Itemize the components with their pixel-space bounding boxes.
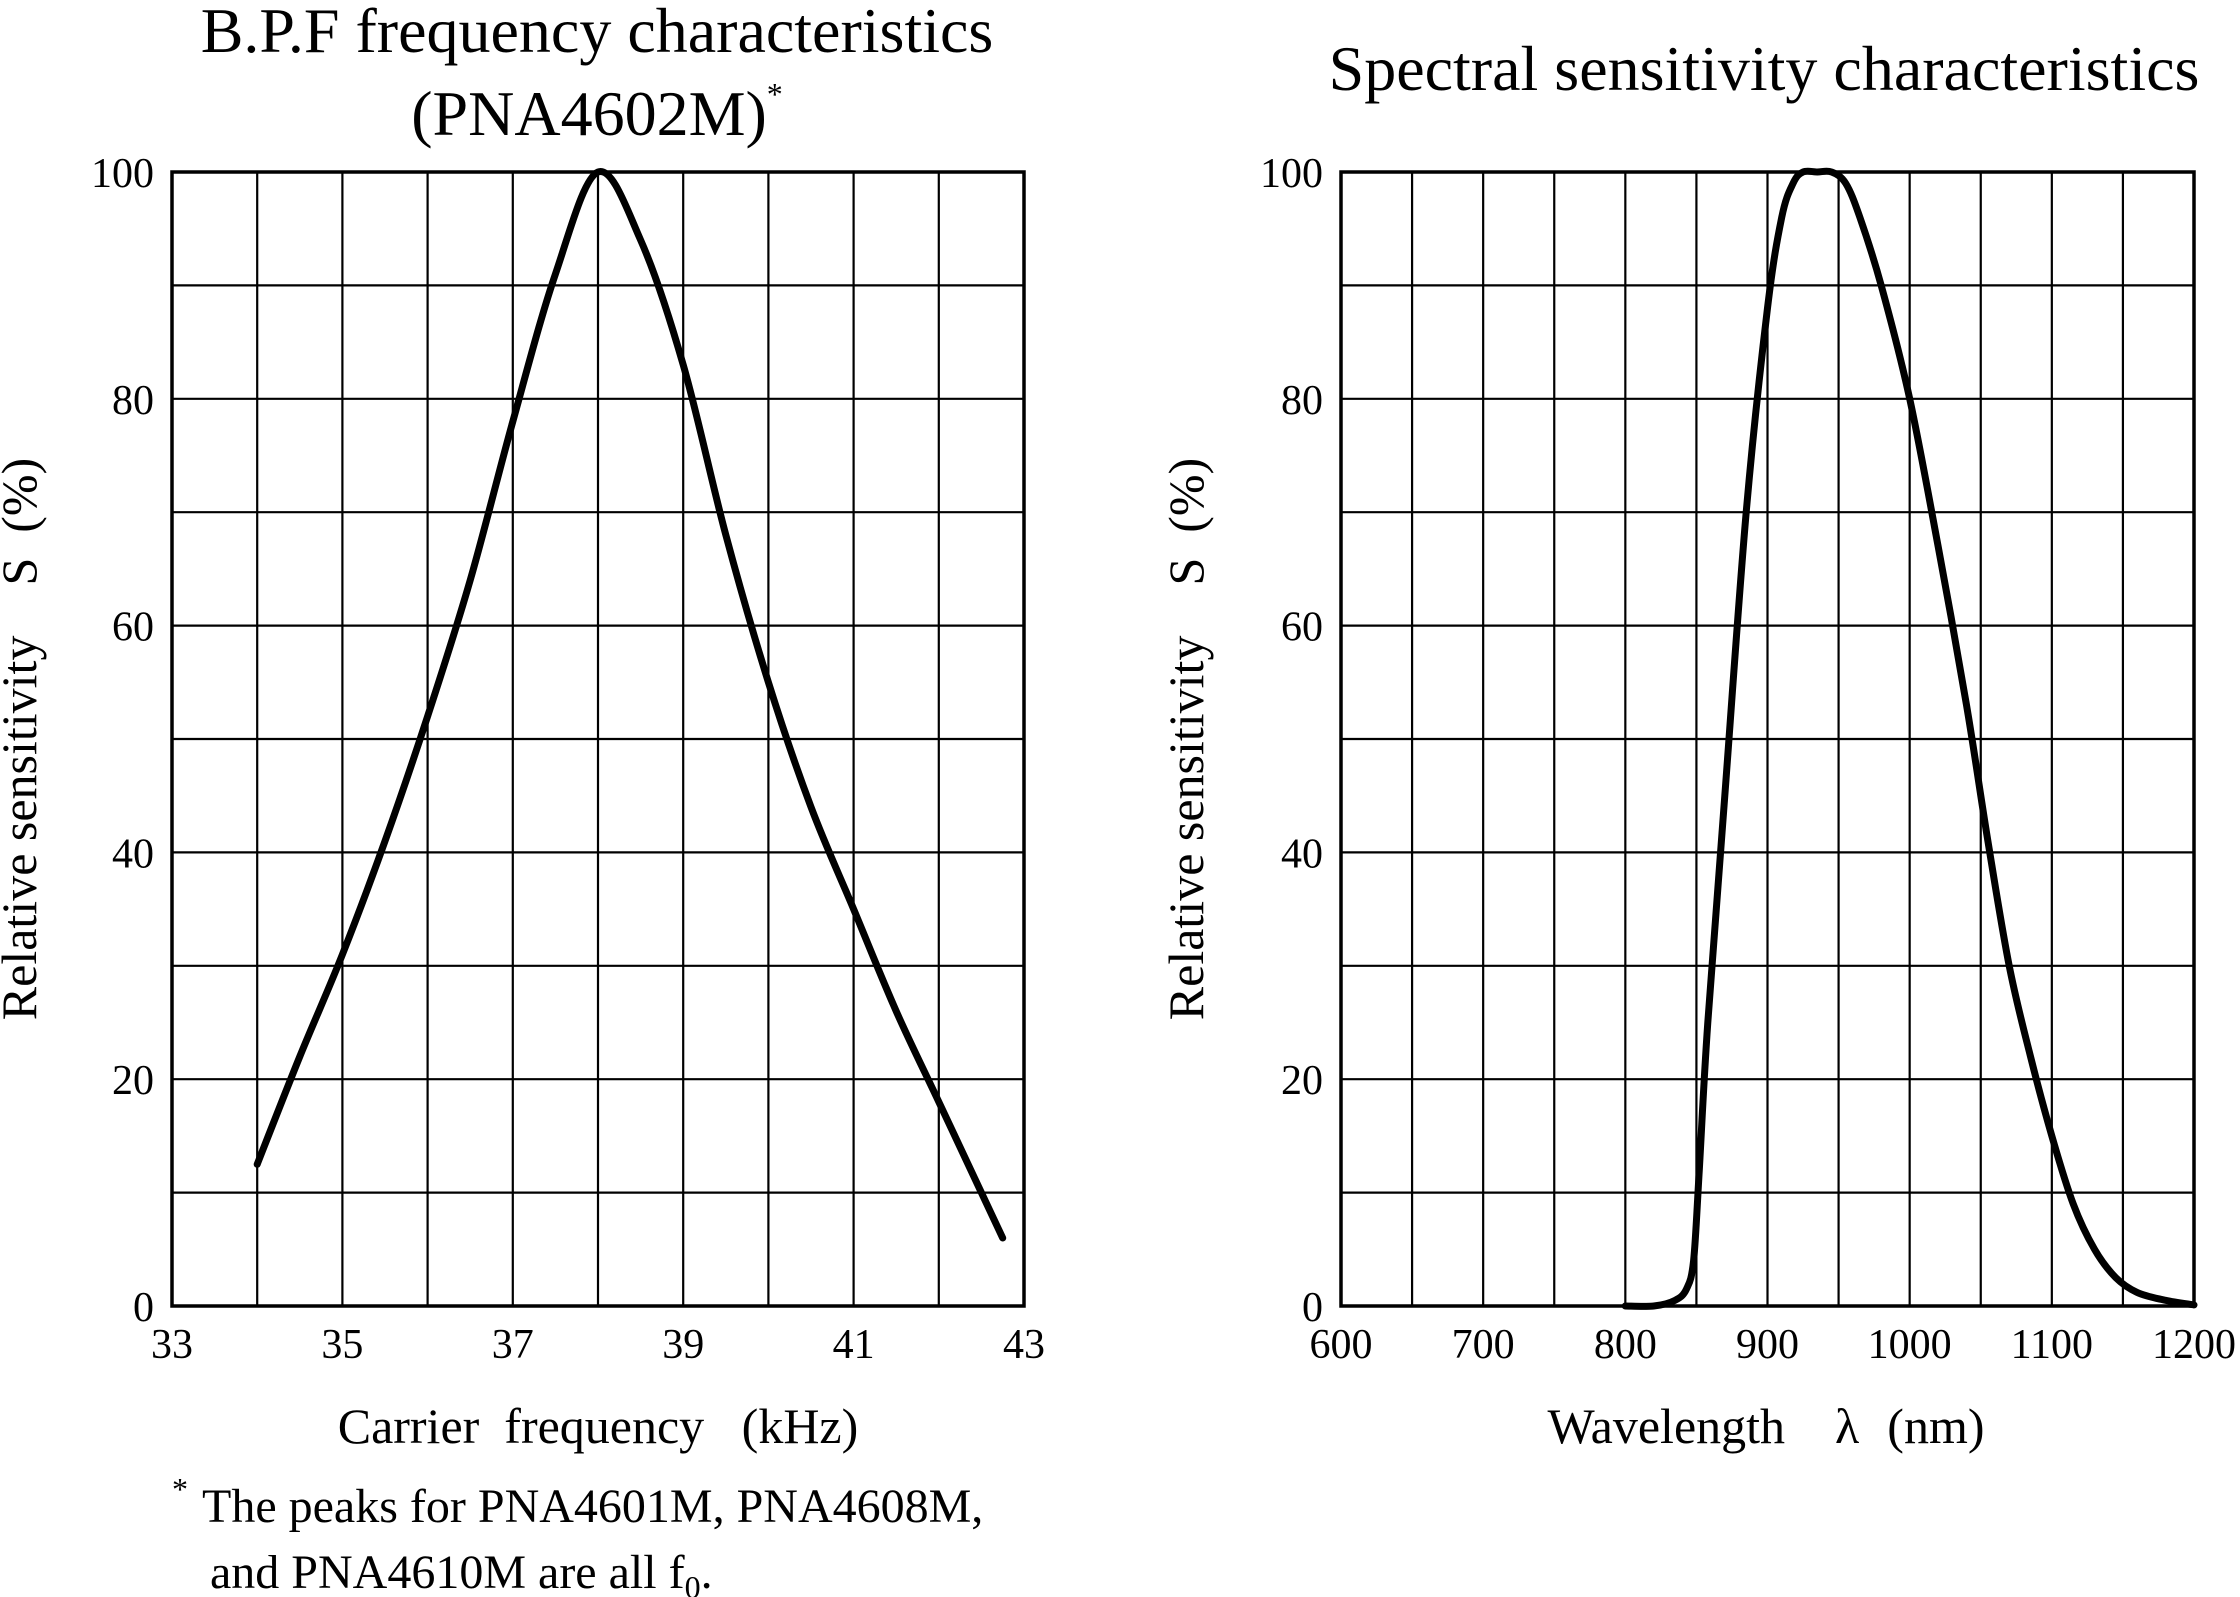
y-tick-label: 60 <box>1281 605 1323 651</box>
x-tick-label: 35 <box>321 1322 363 1368</box>
spectral-chart-y-ticks: 0 20 40 60 80 100 <box>1260 151 1323 1331</box>
series-line <box>253 168 1007 1242</box>
spectral-x-label-unit: (nm) <box>1887 1398 1984 1454</box>
x-tick-label: 1000 <box>1868 1322 1952 1368</box>
spectral-x-label-text: Wavelength <box>1547 1398 1785 1454</box>
x-tick-label: 600 <box>1310 1322 1373 1368</box>
bpf-chart: B.P.F frequency characteristics (PNA4602… <box>0 0 1045 1597</box>
y-tick-label: 80 <box>112 378 154 424</box>
spectral-chart: Spectral sensitivity characteristics 0 20… <box>1158 33 2236 1454</box>
y-tick-label: 60 <box>112 605 154 651</box>
x-tick-label: 37 <box>492 1322 534 1368</box>
x-tick-label: 33 <box>151 1322 193 1368</box>
bpf-chart-y-axis-label: Relative sensitivity S (%) <box>0 458 47 1020</box>
bpf-chart-subtitle-text: (PNA4602M) <box>411 78 767 149</box>
spectral-chart-y-axis-label: Relative sensitivity S (%) <box>1158 458 1214 1020</box>
x-tick-label: 700 <box>1452 1322 1515 1368</box>
bpf-chart-subtitle: (PNA4602M)* <box>411 76 783 149</box>
x-tick-label: 800 <box>1594 1322 1657 1368</box>
footnote-line-2-text: and PNA4610M are all f <box>210 1546 685 1597</box>
spectral-x-label-symbol: λ <box>1835 1398 1859 1454</box>
series-line <box>1621 167 2198 1310</box>
bpf-chart-series <box>253 168 1007 1242</box>
spectral-chart-x-axis-label: Wavelength λ (nm) <box>1547 1398 1984 1454</box>
y-tick-label: 100 <box>1260 151 1323 197</box>
spectral-chart-grid <box>1341 172 2194 1306</box>
x-tick-label: 41 <box>833 1322 875 1368</box>
spectral-chart-plot-frame <box>1339 170 2196 1308</box>
y-tick-label: 40 <box>112 831 154 877</box>
footnote-line-1: The peaks for PNA4601M, PNA4608M, <box>202 1480 983 1533</box>
y-tick-label: 40 <box>1281 831 1323 877</box>
bpf-chart-y-ticks: 0 20 40 60 80 100 <box>91 151 154 1331</box>
x-tick-label: 1100 <box>2011 1322 2093 1368</box>
bpf-chart-x-axis-label: Carrier frequency (kHz) <box>338 1398 859 1454</box>
bpf-chart-plot-frame <box>170 170 1026 1308</box>
spectral-chart-x-ticks: 600 700 800 900 1000 1100 1200 <box>1310 1322 2237 1368</box>
footnote-period: . <box>701 1546 713 1597</box>
y-tick-label: 0 <box>133 1285 154 1331</box>
x-tick-label: 1200 <box>2152 1322 2236 1368</box>
y-tick-label: 20 <box>112 1058 154 1104</box>
spectral-chart-series <box>1621 167 2198 1310</box>
spectral-chart-title: Spectral sensitivity characteristics <box>1329 33 2200 104</box>
bpf-chart-title: B.P.F frequency characteristics <box>201 0 994 66</box>
bpf-chart-grid <box>172 172 1024 1306</box>
x-tick-label: 43 <box>1003 1322 1045 1368</box>
bpf-chart-subtitle-mark: * <box>767 76 783 112</box>
y-tick-label: 80 <box>1281 378 1323 424</box>
footnote-line-2: and PNA4610M are all f0. <box>210 1546 713 1597</box>
x-tick-label: 900 <box>1736 1322 1799 1368</box>
x-tick-label: 39 <box>662 1322 704 1368</box>
footnote-subscript: 0 <box>685 1569 701 1597</box>
footnote-mark: * <box>172 1471 188 1507</box>
bpf-chart-x-ticks: 33 35 37 39 41 43 <box>151 1322 1045 1368</box>
bpf-chart-footnote: * The peaks for PNA4601M, PNA4608M, and … <box>172 1471 983 1597</box>
y-tick-label: 20 <box>1281 1058 1323 1104</box>
y-tick-label: 0 <box>1302 1285 1323 1331</box>
y-tick-label: 100 <box>91 151 154 197</box>
